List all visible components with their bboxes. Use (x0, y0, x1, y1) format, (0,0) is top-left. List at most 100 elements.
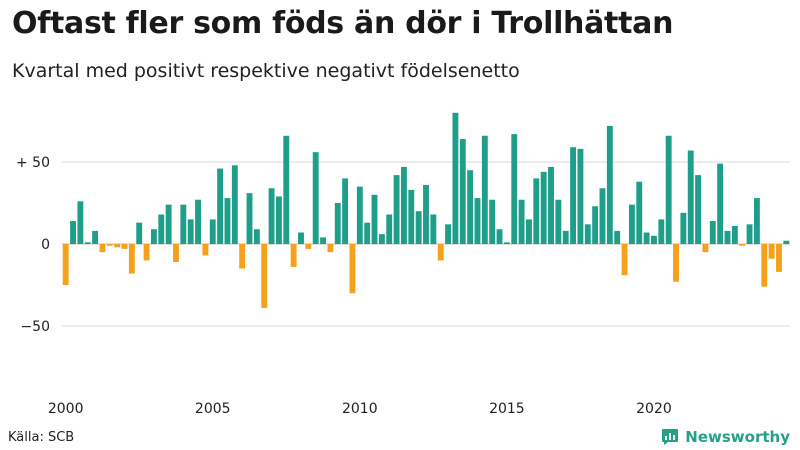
bar (401, 166, 407, 244)
bar (180, 204, 187, 244)
bar (695, 175, 702, 244)
bar (489, 199, 496, 244)
bar (106, 244, 113, 246)
bar (776, 244, 782, 272)
bar (187, 219, 194, 244)
bar (217, 168, 224, 244)
bar-chart: −50 0 + 50 2000 2005 2010 2015 2020 (16, 112, 790, 417)
bar (342, 178, 349, 244)
brand-name: Newsworthy (685, 428, 790, 446)
bar (386, 214, 393, 244)
bar (717, 163, 724, 244)
bar (408, 189, 415, 244)
bar (562, 230, 569, 244)
bar (173, 244, 179, 263)
bar (577, 148, 584, 244)
bar (753, 198, 760, 244)
bar (327, 244, 334, 253)
bar (724, 230, 731, 244)
bar (92, 230, 99, 244)
bar (121, 244, 128, 249)
bar (312, 152, 319, 244)
bar (526, 219, 532, 244)
bar (84, 242, 91, 244)
bar (231, 165, 238, 244)
bar (77, 201, 84, 244)
bar (356, 186, 363, 244)
bar (445, 224, 451, 244)
bar (783, 240, 790, 244)
bar (150, 229, 157, 244)
bar (305, 244, 312, 249)
bar (290, 244, 297, 267)
bar (592, 206, 599, 244)
bar (658, 219, 665, 244)
bar (540, 171, 547, 244)
bar (680, 212, 687, 244)
bar (143, 244, 150, 261)
bar (570, 147, 577, 244)
bar (334, 203, 341, 244)
bar (621, 244, 628, 276)
bar (364, 222, 371, 244)
bar (673, 244, 679, 282)
chart-subtitle: Kvartal med positivt respektive negativt… (12, 60, 520, 82)
bar (614, 230, 621, 244)
bar (195, 199, 201, 244)
brand-logo: Newsworthy (661, 428, 790, 446)
bar (533, 178, 540, 244)
bar (275, 196, 282, 244)
bar (246, 193, 253, 244)
bar (496, 229, 503, 244)
bar (209, 219, 216, 244)
bar (555, 199, 562, 244)
bar (378, 234, 385, 244)
bar (643, 232, 650, 244)
chart-title: Oftast fler som föds än dör i Trollhätta… (12, 6, 674, 41)
bar (224, 198, 231, 244)
bar (636, 181, 643, 244)
x-tick-label: 2020 (636, 401, 672, 417)
bar (687, 150, 694, 244)
bar (584, 224, 591, 244)
x-tick-label: 2010 (342, 401, 378, 417)
bar (128, 244, 135, 274)
bar (70, 221, 76, 244)
bar (651, 235, 657, 244)
y-tick-label: + 50 (16, 155, 50, 171)
bar (349, 244, 356, 294)
chart-bubble-icon (662, 429, 679, 445)
bar (393, 175, 400, 244)
bar (739, 244, 746, 246)
bar (415, 211, 422, 244)
bar (165, 204, 172, 244)
bar (320, 237, 326, 244)
bar (452, 112, 459, 244)
x-tick-label: 2000 (48, 401, 84, 417)
bar (261, 244, 268, 308)
bar (283, 135, 290, 244)
bar (474, 198, 481, 244)
bar (665, 135, 672, 244)
bar (459, 139, 466, 244)
y-tick-label: −50 (20, 319, 50, 335)
bar (158, 214, 165, 244)
bar (268, 188, 275, 244)
bar (437, 244, 444, 261)
bar (481, 135, 488, 244)
bar (511, 134, 518, 244)
bar (62, 244, 69, 285)
bar (599, 188, 606, 244)
bar (136, 222, 143, 244)
bar (371, 194, 378, 244)
bar (239, 244, 246, 269)
y-tick-label: 0 (41, 237, 50, 253)
bar (518, 199, 525, 244)
bar (702, 244, 709, 253)
bar (628, 204, 635, 244)
bar (709, 221, 716, 244)
bar (114, 244, 121, 248)
bar (606, 125, 613, 244)
bar (731, 225, 738, 244)
bar (423, 184, 429, 244)
